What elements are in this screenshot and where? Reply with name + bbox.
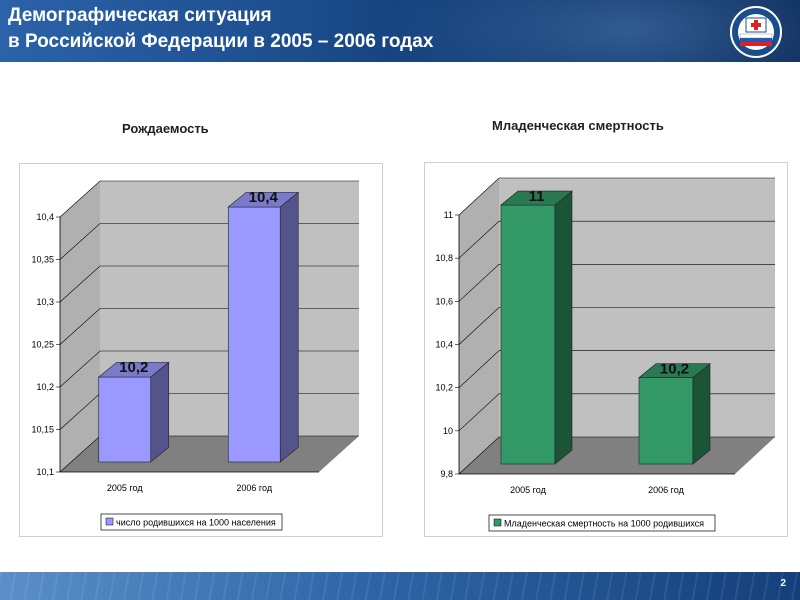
gridline: [458, 264, 775, 302]
chart-birth-rate-svg: 10,1 10,15 10,2 10,25 10,3 10,35 10,4 10,2 2005 …: [31, 180, 359, 531]
bar-data-label: 10,2: [119, 359, 148, 376]
bar: [227, 206, 281, 463]
y-tick-label: 10,6: [435, 296, 453, 306]
bar-data-label: 10,2: [660, 361, 689, 378]
bar: [98, 376, 152, 463]
gridline: [458, 350, 775, 388]
x-category-label: 2005 год: [510, 485, 546, 495]
bar-top: [500, 190, 573, 206]
bar-side: [279, 191, 299, 463]
y-tick-label: 9,8: [440, 469, 453, 479]
y-tick-label: 10,8: [435, 253, 453, 263]
y-tick-label: 10,4: [36, 212, 54, 222]
y-tick-label: 10,2: [435, 383, 453, 393]
x-category-label: 2005 год: [107, 483, 143, 493]
bar-data-label: 11: [529, 188, 545, 205]
gridline: [59, 180, 359, 218]
bar-top: [638, 363, 711, 378]
legend-swatch: [493, 518, 502, 527]
chart-infant-mortality: 9,8 10 10,2 10,4 10,6 10,8 11 11 2005 год 10,2 200…: [424, 162, 788, 537]
header-glow: [380, 0, 800, 62]
chart-infant-mortality-svg: 9,8 10 10,2 10,4 10,6 10,8 11 11 2005 год 10,2 200…: [435, 177, 775, 532]
title-line-2: в Российской Федерации в 2005 – 2006 год…: [8, 31, 434, 52]
x-category-label: 2006 год: [236, 483, 272, 493]
y-tick-label: 10,25: [31, 340, 54, 350]
chart-title-birth-rate: Рождаемость: [122, 121, 209, 136]
bar-side: [692, 363, 711, 465]
bar-top: [227, 191, 300, 208]
page-number: 2: [780, 578, 786, 589]
chart-title-infant-mortality: Младенческая смертность: [492, 118, 664, 133]
legend-box: [100, 513, 283, 531]
y-tick-label: 10,15: [31, 425, 54, 435]
bar: [500, 204, 556, 465]
bar-top: [97, 361, 170, 378]
gridline: [458, 220, 775, 259]
header-banner: Демографическая ситуация в Российской Фе…: [0, 0, 800, 62]
y-tick-label: 10,3: [36, 297, 54, 307]
x-category-label: 2006 год: [648, 485, 684, 495]
y-tick-label: 11: [444, 210, 453, 220]
legend-label: число родившихся на 1000 населения: [116, 518, 276, 528]
bar-side: [554, 190, 573, 465]
ministry-emblem-icon: [730, 6, 782, 58]
bar: [638, 377, 694, 465]
legend-box: [488, 514, 716, 532]
title-line-1: Демографическая ситуация: [8, 5, 272, 26]
page-title: Демографическая ситуация в Российской Фе…: [8, 3, 433, 55]
y-tick-label: 10,35: [31, 255, 54, 265]
bar-data-label: 10,4: [249, 189, 279, 206]
bar-side: [150, 361, 170, 463]
footer-bar: [0, 572, 800, 600]
gridline: [458, 307, 775, 345]
legend-label: Младенческая смертность на 1000 родивших…: [504, 519, 704, 529]
y-tick-label: 10,2: [36, 382, 54, 392]
legend-swatch: [105, 517, 114, 526]
gridline: [458, 177, 775, 216]
y-tick-label: 10,1: [36, 467, 54, 477]
y-tick-label: 10,4: [435, 340, 453, 350]
y-tick-label: 10: [443, 426, 453, 436]
chart-birth-rate: 10,1 10,15 10,2 10,25 10,3 10,35 10,4 10,2 2005 …: [19, 163, 383, 537]
